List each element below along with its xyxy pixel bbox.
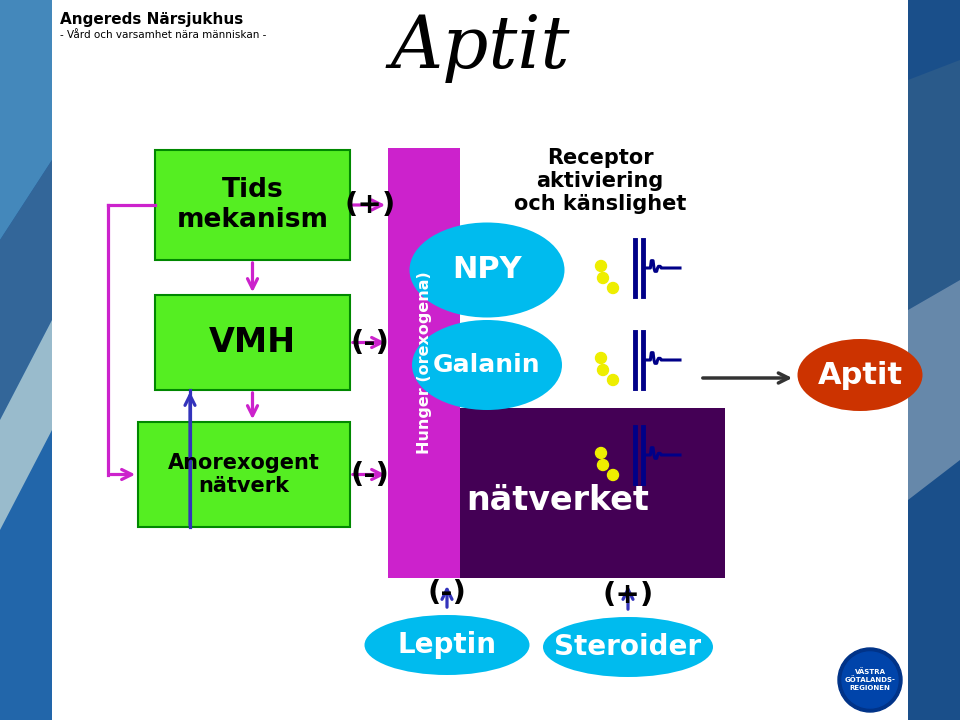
- Polygon shape: [908, 60, 960, 310]
- Circle shape: [608, 469, 618, 480]
- Ellipse shape: [543, 617, 713, 677]
- Circle shape: [838, 648, 902, 712]
- FancyBboxPatch shape: [155, 295, 350, 390]
- Circle shape: [595, 448, 607, 459]
- Text: - Vård och varsamhet nära människan -: - Vård och varsamhet nära människan -: [60, 30, 266, 40]
- Text: Receptor
aktiviering
och känslighet: Receptor aktiviering och känslighet: [514, 148, 686, 215]
- Text: nätverket: nätverket: [466, 485, 649, 518]
- Text: Steroider: Steroider: [555, 633, 702, 661]
- Circle shape: [608, 374, 618, 385]
- FancyBboxPatch shape: [908, 0, 960, 720]
- Text: Leptin: Leptin: [397, 631, 496, 659]
- Text: Aptit: Aptit: [817, 361, 902, 390]
- Text: (-): (-): [350, 461, 390, 488]
- Text: GÖTALANDS-: GÖTALANDS-: [845, 677, 896, 683]
- Text: Hunger (orexogena): Hunger (orexogena): [417, 271, 431, 454]
- Circle shape: [842, 652, 898, 708]
- Ellipse shape: [412, 320, 562, 410]
- Polygon shape: [908, 280, 960, 500]
- Text: VÄSTRA: VÄSTRA: [854, 669, 885, 675]
- Circle shape: [608, 282, 618, 294]
- Text: Galanin: Galanin: [433, 353, 540, 377]
- Polygon shape: [0, 320, 52, 530]
- Text: (+): (+): [345, 191, 396, 219]
- Ellipse shape: [365, 615, 530, 675]
- FancyBboxPatch shape: [138, 422, 350, 527]
- Text: Tids
mekanism: Tids mekanism: [177, 177, 328, 233]
- FancyBboxPatch shape: [390, 408, 725, 578]
- Polygon shape: [0, 0, 52, 240]
- Circle shape: [595, 261, 607, 271]
- Text: Anorexogent
nätverk: Anorexogent nätverk: [168, 453, 320, 496]
- FancyBboxPatch shape: [388, 148, 460, 578]
- FancyBboxPatch shape: [0, 0, 52, 720]
- Circle shape: [597, 364, 609, 376]
- Circle shape: [597, 272, 609, 284]
- Circle shape: [597, 459, 609, 470]
- Text: REGIONEN: REGIONEN: [850, 685, 891, 691]
- Text: Aptit: Aptit: [391, 12, 569, 83]
- Text: VMH: VMH: [209, 326, 296, 359]
- FancyBboxPatch shape: [155, 150, 350, 260]
- Text: (-): (-): [350, 328, 390, 356]
- Text: NPY: NPY: [452, 256, 522, 284]
- Text: (-): (-): [427, 579, 467, 607]
- Text: (+): (+): [602, 581, 654, 609]
- Polygon shape: [0, 160, 52, 420]
- Ellipse shape: [798, 339, 923, 411]
- Ellipse shape: [410, 222, 564, 318]
- Text: Angereds Närsjukhus: Angereds Närsjukhus: [60, 12, 243, 27]
- Circle shape: [595, 353, 607, 364]
